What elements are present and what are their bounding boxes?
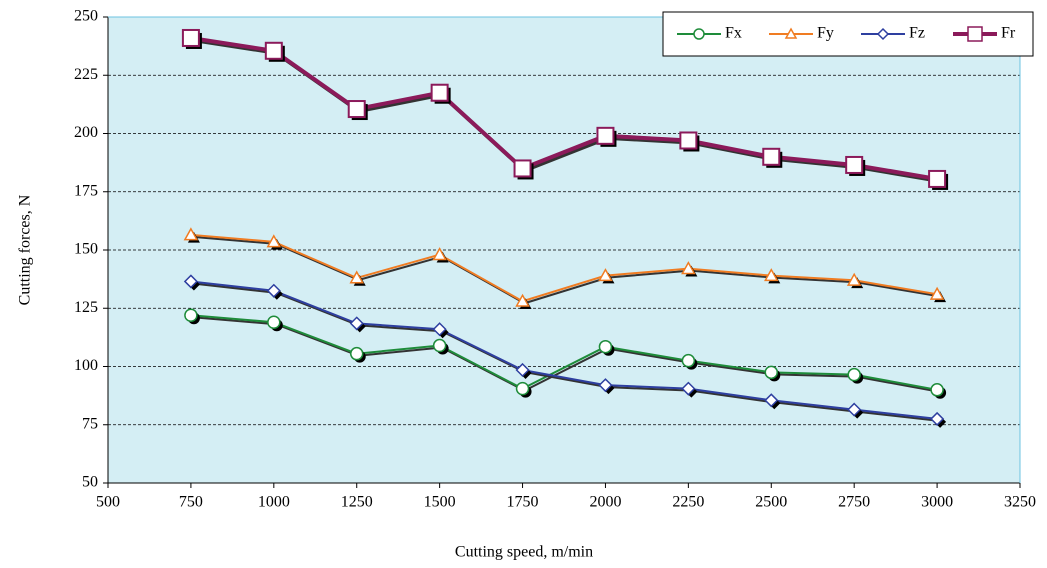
marker (598, 339, 613, 354)
y-tick-label: 125 (74, 299, 98, 316)
marker (183, 274, 198, 289)
y-tick-label: 175 (74, 182, 98, 199)
marker (762, 147, 781, 166)
legend-marker (784, 27, 798, 39)
marker (930, 411, 945, 426)
marker (681, 261, 696, 275)
marker (681, 381, 696, 396)
series-shadow (192, 316, 940, 393)
y-tick-label: 225 (74, 66, 98, 83)
series-shadow (192, 235, 940, 305)
marker (430, 83, 449, 102)
marker (515, 362, 530, 378)
y-tick-label: 200 (74, 124, 98, 141)
y-tick-label: 250 (74, 8, 98, 25)
series-line (190, 314, 938, 391)
y-axis-label: Cutting forces, N (17, 194, 34, 305)
marker (349, 346, 364, 361)
marker (432, 322, 447, 337)
marker (847, 402, 862, 417)
x-tick-label: 1250 (341, 494, 373, 511)
x-tick-label: 3000 (921, 494, 953, 511)
marker (181, 28, 200, 47)
marker (847, 367, 861, 382)
marker (845, 155, 864, 174)
marker (349, 316, 364, 331)
marker (846, 272, 862, 286)
legend-marker (967, 26, 983, 42)
x-tick-label: 2250 (672, 494, 704, 511)
x-tick-label: 3250 (1004, 494, 1036, 511)
marker (930, 383, 944, 397)
marker (598, 268, 613, 282)
marker (929, 286, 945, 300)
series-line (190, 35, 938, 181)
y-tick-label: 75 (82, 415, 98, 432)
x-tick-label: 750 (179, 494, 203, 511)
x-tick-label: 2000 (589, 494, 621, 511)
marker (598, 378, 613, 393)
legend-marker (693, 28, 705, 40)
marker (432, 338, 447, 353)
x-tick-label: 1000 (258, 494, 290, 511)
series-shadow (192, 282, 940, 422)
marker (763, 268, 779, 282)
x-tick-label: 1750 (507, 494, 539, 511)
marker (266, 283, 281, 298)
legend-label: Fy (817, 25, 834, 42)
x-tick-label: 1500 (424, 494, 456, 511)
legend-marker (876, 27, 890, 41)
y-tick-label: 50 (82, 474, 98, 491)
x-tick-label: 500 (96, 494, 120, 511)
x-axis-label: Cutting speed, m/min (455, 544, 593, 561)
marker (264, 41, 283, 60)
marker (515, 293, 530, 307)
marker (764, 393, 779, 408)
marker (432, 247, 447, 261)
legend-label: Fz (909, 25, 925, 42)
series-line (190, 280, 938, 420)
series-line (190, 233, 938, 303)
x-tick-label: 2500 (755, 494, 787, 511)
marker (596, 126, 615, 145)
y-tick-label: 150 (74, 241, 98, 258)
marker (764, 365, 779, 380)
marker (267, 315, 281, 329)
marker (347, 100, 366, 119)
x-tick-label: 2750 (838, 494, 870, 511)
marker (515, 381, 530, 396)
y-tick-label: 100 (74, 357, 98, 374)
legend-label: Fx (725, 25, 742, 42)
marker (184, 308, 198, 322)
marker (266, 234, 282, 248)
marker (183, 227, 199, 241)
marker (679, 131, 698, 150)
legend-label: Fr (1001, 25, 1016, 42)
marker (928, 169, 947, 188)
marker (681, 353, 696, 368)
marker (513, 159, 532, 178)
marker (349, 270, 365, 284)
